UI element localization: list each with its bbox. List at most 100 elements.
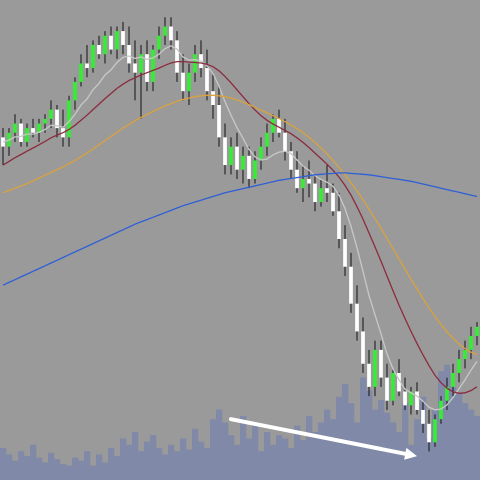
volume-bar [354,422,361,480]
candle-down [313,183,317,203]
candle-up [457,359,461,373]
volume-bar [198,441,205,480]
volume-bar [78,460,85,480]
volume-bar [408,444,415,480]
volume-bar [108,448,115,480]
volume-bar [264,432,271,480]
candle-up [163,26,167,36]
moving-average-lines [2,45,478,411]
candle-down [343,239,347,267]
volume-bar [6,454,13,480]
moving-average-line-4 [2,172,478,286]
candle-up [43,118,47,124]
volume-bar [372,409,379,480]
candle-down [133,63,137,73]
volume-bar [396,432,403,480]
candle-down [85,63,89,69]
volume-bar [30,444,37,480]
candle-down [325,188,329,193]
volume-bar [66,465,73,480]
volume-bar [42,462,49,480]
candle-down [367,363,371,387]
candles [1,17,479,452]
volume-bar [414,419,421,480]
candle-down [361,331,365,364]
moving-average-line-2 [2,60,478,394]
volume-bar [102,462,109,480]
volume-bar [90,465,97,480]
volume-bar [402,403,409,480]
candle-down [355,303,359,332]
volume-bar [246,438,253,480]
candle-down [277,118,281,133]
candle-down [169,26,173,41]
candle-down [121,31,125,45]
candle-up [103,35,107,55]
volume-bar [324,409,331,480]
volume-bar [180,438,187,480]
volume-bar [84,451,91,480]
volume-bar [168,444,175,480]
candle-down [283,132,287,152]
volume-bar [450,387,457,480]
candle-down [145,54,149,82]
candle-up [49,109,53,119]
candle-up [409,391,413,406]
candle-down [31,128,35,133]
volume-bar [378,400,385,480]
volume-bar [72,457,79,480]
candle-down [223,137,227,166]
volume-bar [210,419,217,480]
volume-bar [48,452,55,480]
candle-down [403,391,407,406]
volume-bar [474,416,480,480]
candle-down [307,178,311,184]
volume-bar [60,464,67,480]
candle-up [25,128,29,142]
volume-bar [24,456,31,480]
candle-up [445,386,449,401]
candle-up [475,326,479,337]
volume-bar [18,451,25,480]
candle-down [235,146,239,170]
volume-bar [420,396,427,480]
volume-bar [366,390,373,480]
candle-up [451,372,455,387]
candle-up [13,123,17,133]
candle-down [247,155,251,179]
candle-up [265,132,269,147]
volume-bar [216,409,223,480]
candle-down [181,72,185,92]
candle-up [319,188,323,203]
volume-bar [54,459,61,480]
candle-up [187,72,191,92]
candle-up [433,419,437,443]
candle-down [379,349,383,378]
volume-bar [186,449,193,480]
candle-down [127,44,131,64]
candle-up [73,81,77,101]
candle-down [55,109,59,129]
volume-bar [444,364,451,480]
volume-bar [288,448,295,480]
candle-up [391,372,395,401]
moving-average-line-3 [2,94,478,356]
volume-bar [156,448,163,480]
candle-down [337,211,341,239]
candle-up [259,146,263,161]
volume-bar [192,428,199,480]
candle-up [253,160,257,179]
volume-bar [150,435,157,480]
annotations [229,417,417,460]
volume-bar [318,422,325,480]
volume-bar [312,432,319,480]
moving-average-line-1 [2,45,478,411]
candle-up [373,349,377,387]
volume-bar [294,425,301,480]
candle-up [439,400,443,420]
volume-bar [360,377,367,480]
candle-up [271,118,275,133]
volume-bar [234,444,241,480]
candle-down [19,123,23,142]
candle-up [463,349,467,360]
